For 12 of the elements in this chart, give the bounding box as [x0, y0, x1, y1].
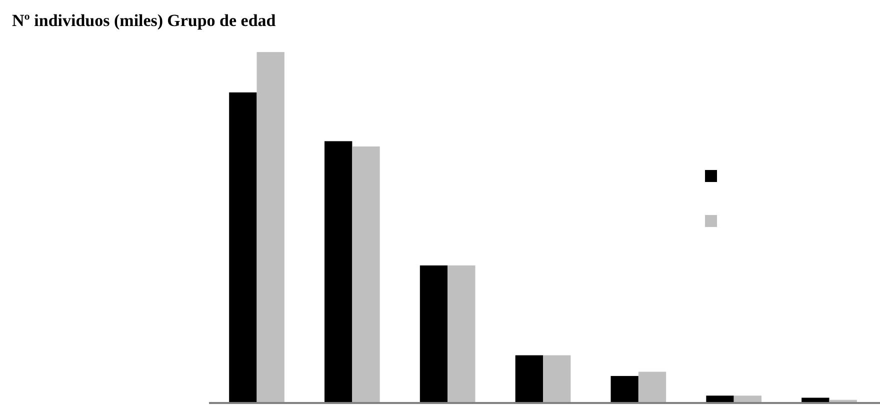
bar — [229, 92, 257, 403]
bar — [610, 376, 638, 403]
y-axis-title: Nº individuos (miles) — [12, 11, 164, 30]
x-axis-title: Grupo de edad — [167, 11, 276, 30]
bar — [515, 355, 543, 403]
bar — [352, 146, 380, 403]
bar — [448, 265, 476, 403]
bar — [256, 52, 284, 403]
bar — [324, 141, 352, 403]
bar — [420, 265, 448, 403]
bar — [638, 372, 666, 403]
bar — [543, 355, 571, 403]
